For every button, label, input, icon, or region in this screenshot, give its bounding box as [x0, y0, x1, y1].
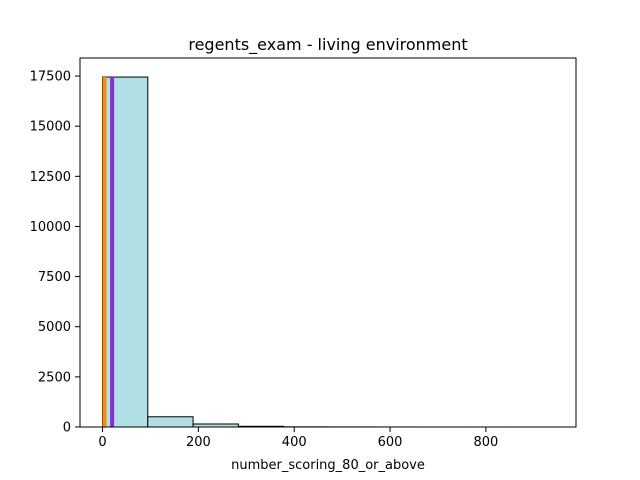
- x-tick-label: 0: [98, 435, 106, 450]
- x-tick-label: 200: [186, 435, 211, 450]
- y-tick-label: 12500: [30, 170, 71, 185]
- y-tick-label: 17500: [30, 70, 71, 85]
- y-axis-ticks: 0 2500 5000 7500 10000 12500 15000 17500: [30, 70, 80, 436]
- y-tick-label: 15000: [30, 120, 71, 135]
- reference-lines: [102, 77, 115, 427]
- y-tick-label: 0: [63, 421, 71, 436]
- histogram-bars: [102, 76, 556, 428]
- x-tick-label: 400: [282, 435, 307, 450]
- y-tick-label: 5000: [38, 320, 71, 335]
- x-tick-label: 600: [378, 435, 403, 450]
- histogram-bar-1: [147, 416, 194, 428]
- x-axis-ticks: 0 200 400 600 800: [98, 427, 498, 450]
- y-tick-label: 10000: [30, 220, 71, 235]
- y-tick-label: 2500: [38, 370, 71, 385]
- histogram-bar-0: [102, 76, 149, 428]
- plot-frame: [79, 57, 577, 428]
- chart-title: regents_exam - living environment: [188, 35, 467, 55]
- x-axis-label: number_scoring_80_or_above: [231, 458, 425, 473]
- y-tick-label: 7500: [38, 270, 71, 285]
- x-tick-label: 800: [473, 435, 498, 450]
